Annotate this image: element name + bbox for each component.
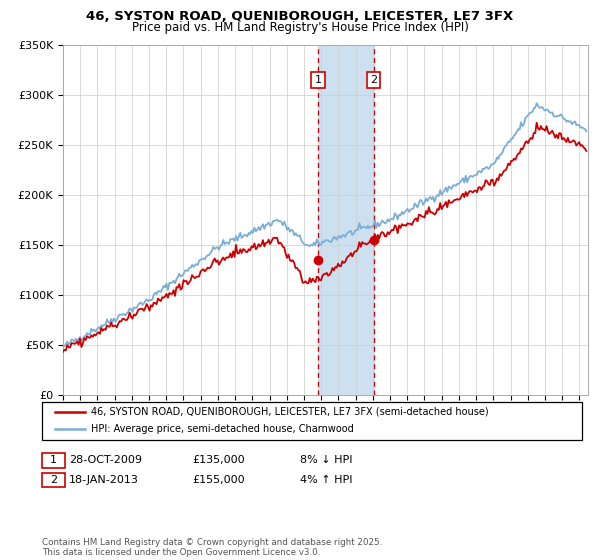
Text: Price paid vs. HM Land Registry's House Price Index (HPI): Price paid vs. HM Land Registry's House … (131, 21, 469, 34)
Text: 1: 1 (314, 75, 322, 85)
Text: 28-OCT-2009: 28-OCT-2009 (69, 455, 142, 465)
Text: £155,000: £155,000 (192, 475, 245, 485)
Text: £135,000: £135,000 (192, 455, 245, 465)
Text: HPI: Average price, semi-detached house, Charnwood: HPI: Average price, semi-detached house,… (91, 424, 354, 435)
Text: 18-JAN-2013: 18-JAN-2013 (69, 475, 139, 485)
Text: 2: 2 (50, 475, 57, 485)
Text: 46, SYSTON ROAD, QUENIBOROUGH, LEICESTER, LE7 3FX (semi-detached house): 46, SYSTON ROAD, QUENIBOROUGH, LEICESTER… (91, 407, 489, 417)
Bar (318, 45, 374, 395)
Text: 1: 1 (50, 455, 57, 465)
Text: 2: 2 (370, 75, 377, 85)
Text: 4% ↑ HPI: 4% ↑ HPI (300, 475, 353, 485)
Text: 46, SYSTON ROAD, QUENIBOROUGH, LEICESTER, LE7 3FX: 46, SYSTON ROAD, QUENIBOROUGH, LEICESTER… (86, 10, 514, 23)
Text: 8% ↓ HPI: 8% ↓ HPI (300, 455, 353, 465)
Text: Contains HM Land Registry data © Crown copyright and database right 2025.
This d: Contains HM Land Registry data © Crown c… (42, 538, 382, 557)
